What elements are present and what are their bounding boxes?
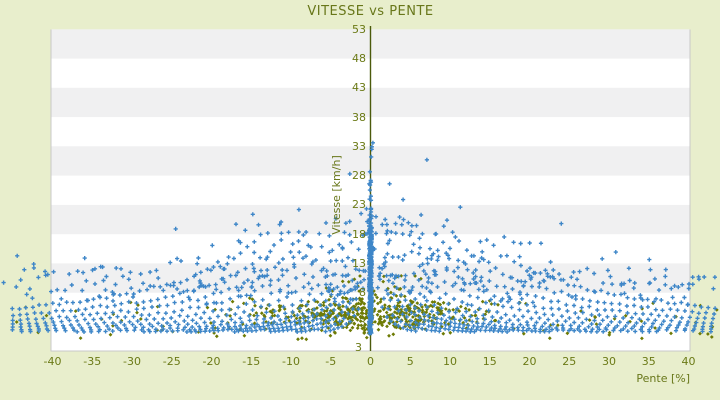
y-tick-label: 13 (352, 256, 366, 270)
y-tick-label: 48 (352, 52, 366, 66)
x-tick-label: 35 (641, 355, 656, 368)
y-axis-end-label: 3 (355, 341, 362, 354)
y-tick-label: 38 (352, 110, 366, 124)
x-tick-label: -10 (282, 355, 300, 368)
y-tick-label: 28 (352, 169, 366, 183)
blue-series-points (1, 140, 718, 336)
x-tick-label: -40 (43, 355, 62, 368)
y-tick-label: 18 (352, 227, 366, 241)
x-tick-label: 15 (482, 355, 497, 368)
y-tick-label: 43 (352, 81, 366, 95)
x-tick-label: -15 (242, 355, 261, 368)
y-tick-label: 53 (352, 22, 366, 36)
y-tick-label: 23 (352, 198, 366, 212)
x-tick-label: 20 (522, 355, 537, 368)
x-tick-label: 25 (562, 355, 577, 368)
x-tick-label: -25 (162, 355, 181, 368)
x-tick-label: -35 (83, 355, 102, 368)
x-axis-label: Pente [%] (636, 372, 690, 385)
x-tick-label: 0 (367, 355, 374, 368)
x-tick-label: 5 (406, 355, 414, 368)
x-tick-label: -30 (123, 355, 141, 368)
chart-title: VITESSE vs PENTE (307, 4, 434, 19)
x-tick-label: 10 (443, 355, 457, 368)
y-tick-label: 33 (352, 139, 366, 153)
olive-series-points (14, 274, 719, 342)
x-tick-label: 30 (602, 355, 616, 368)
y-axis-label: Vitesse [km/h] (330, 155, 343, 235)
x-tick-label: 40 (681, 355, 696, 368)
y-tick-label: 8 (359, 286, 366, 300)
x-tick-label: -5 (325, 355, 337, 368)
y-tick-label: 3 (359, 315, 366, 329)
x-tick-label: -20 (202, 355, 221, 368)
